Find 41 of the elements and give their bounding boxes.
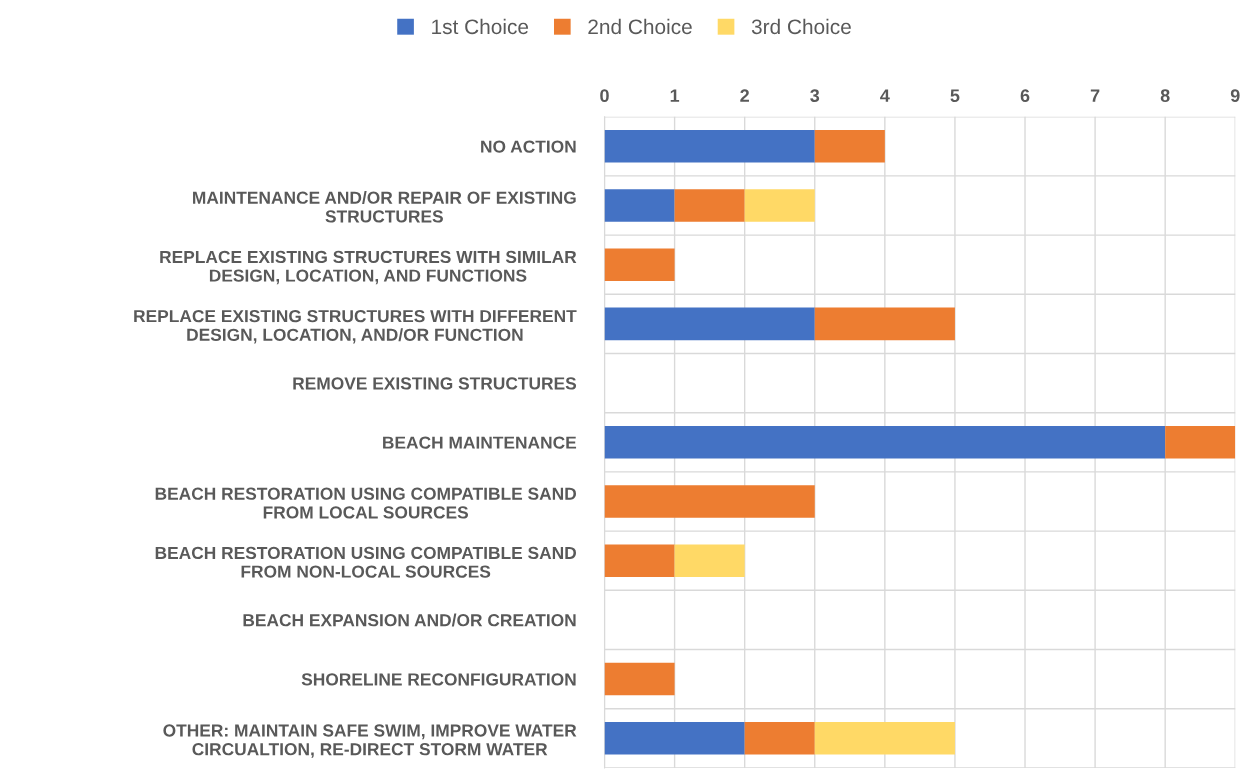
bar <box>1165 426 1236 459</box>
bar <box>604 722 745 755</box>
y-tick-label: REPLACE EXISTING STRUCTURES WITH SIMILAR DESIGN, LOCATION, AND FUNCTIONS <box>160 250 577 285</box>
y-tick-label: SHORELINE RECONFIGURATION <box>301 673 576 686</box>
legend-label: 3rd Choice <box>751 18 851 35</box>
y-tick-label: BEACH MAINTENANCE <box>383 436 577 449</box>
y-tick-label: NO ACTION <box>481 140 576 153</box>
bar <box>814 130 885 163</box>
legend-label: 2nd Choice <box>588 18 692 35</box>
bar <box>604 485 815 518</box>
bar <box>814 307 955 341</box>
x-tick-label: 2 <box>740 89 749 102</box>
bar <box>744 189 815 222</box>
legend-label: 1st Choice <box>432 18 529 35</box>
x-tick-label: 9 <box>1230 89 1240 103</box>
bar <box>814 722 955 755</box>
y-tick-label: REPLACE EXISTING STRUCTURES WITH DIFFERENT DESIGN, LOCATION, AND/OR FUNCTION <box>134 309 577 344</box>
y-tick-label: BEACH EXPANSION AND/OR CREATION <box>243 613 576 627</box>
bar <box>604 426 1166 459</box>
bar <box>674 544 745 577</box>
bar <box>604 662 675 696</box>
bar <box>604 307 815 341</box>
x-tick-label: 0 <box>600 89 609 103</box>
y-tick-label: BEACH RESTORATION USING COMPATIBLE SAND FROM LOCAL SOURCES <box>155 487 577 519</box>
x-tick-label: 3 <box>810 89 820 103</box>
y-tick-label: OTHER: MAINTAIN SAFE SWIM, IMPROVE WATER CIRCUALTION, RE-DIRECT STORM WATER <box>163 724 577 758</box>
x-tick-label: 4 <box>880 89 890 102</box>
x-tick-label: 8 <box>1160 89 1170 103</box>
bar <box>604 248 675 281</box>
bar <box>604 189 675 222</box>
bar <box>604 544 675 577</box>
x-tick-label: 1 <box>670 89 680 102</box>
bar <box>604 130 815 163</box>
x-tick-label: 5 <box>950 89 960 103</box>
y-tick-label: MAINTENANCE AND/OR REPAIR OF EXISTING STRUCTURES <box>193 191 576 223</box>
y-tick-label: BEACH RESTORATION USING COMPATIBLE SAND FROM NON-LOCAL SOURCES <box>155 546 577 578</box>
x-tick-label: 7 <box>1090 89 1100 102</box>
x-tick-label: 6 <box>1020 89 1030 103</box>
bar <box>744 722 815 755</box>
y-tick-label: REMOVE EXISTING STRUCTURES <box>293 377 577 390</box>
bar <box>674 189 745 222</box>
